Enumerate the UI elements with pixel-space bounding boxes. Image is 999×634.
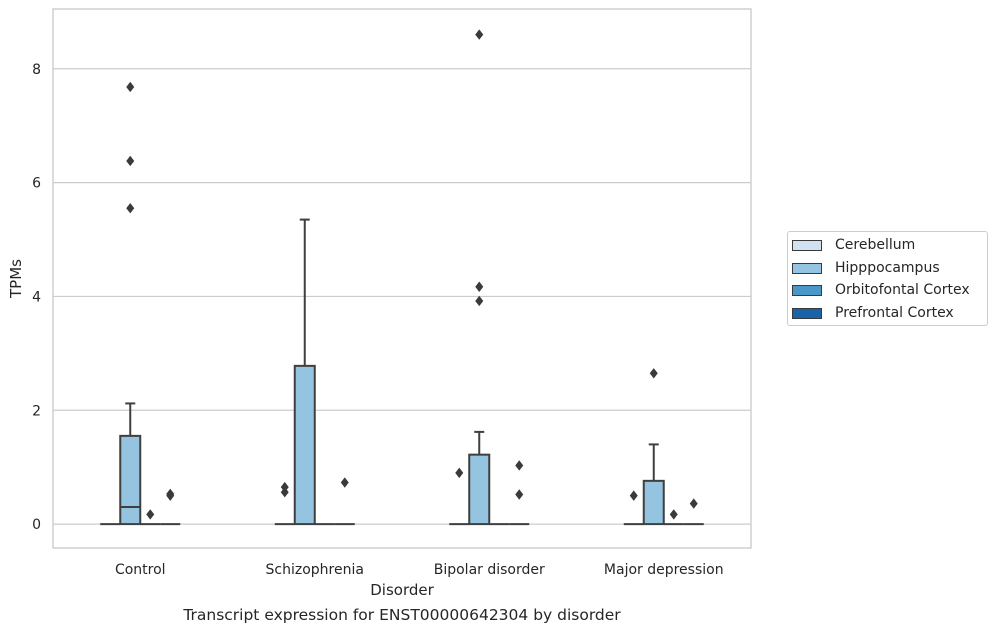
outlier-extra (280, 481, 289, 493)
outlier-prefrontal-cortex-0 (166, 488, 175, 500)
legend-label-prefrontal: Prefrontal Cortex (835, 305, 954, 321)
legend-label-cerebellum: Cerebellum (835, 237, 916, 253)
legend-label-hippocampus: Hipppocampus (835, 260, 940, 276)
outlier-prefrontal-cortex-3 (689, 498, 698, 509)
box-hipppocampus-3 (642, 479, 665, 526)
legend-swatch-cerebellum (792, 239, 822, 251)
outlier-hipppocampus-2 (475, 281, 484, 292)
box-hipppocampus-1 (293, 364, 316, 526)
legend-swatch-prefrontal (792, 307, 822, 319)
y-tick-label: 4 (32, 289, 41, 305)
x-axis-label: Disorder (370, 581, 434, 599)
outlier-hipppocampus-2 (475, 29, 484, 40)
outlier-extra (455, 467, 464, 479)
legend-label-orbitofrontal: Orbitofontal Cortex (835, 282, 970, 298)
y-axis-label: TPMs (7, 259, 25, 299)
outlier-orbitofontal-cortex-3 (669, 509, 678, 520)
x-tick-label: Bipolar disorder (434, 562, 545, 578)
x-tick-label: Schizophrenia (266, 562, 364, 578)
x-tick-label: Major depression (604, 562, 724, 578)
legend-swatch-orbitofrontal (792, 284, 822, 296)
legend-swatch-hippocampus (792, 262, 822, 274)
chart-title: Transcript expression for ENST0000064230… (183, 606, 621, 624)
y-tick-label: 6 (32, 176, 41, 192)
y-tick-label: 2 (32, 403, 41, 419)
outlier-prefrontal-cortex-2 (515, 489, 524, 500)
legend-item-prefrontal: Prefrontal Cortex (792, 304, 954, 322)
legend-item-hippocampus: Hipppocampus (792, 259, 940, 277)
outlier-hipppocampus-2 (475, 295, 484, 307)
y-tick-label: 0 (32, 517, 41, 533)
outlier-orbitofontal-cortex-0 (146, 509, 155, 520)
legend: Cerebellum Hipppocampus Orbitofontal Cor… (787, 231, 988, 326)
y-tick-label: 8 (32, 62, 41, 78)
outlier-prefrontal-cortex-1 (340, 477, 349, 488)
outlier-hipppocampus-0 (126, 203, 135, 214)
legend-item-orbitofrontal: Orbitofontal Cortex (792, 281, 970, 299)
box-hipppocampus-0 (119, 434, 142, 526)
legend-item-cerebellum: Cerebellum (792, 236, 915, 254)
outlier-prefrontal-cortex-2 (515, 460, 524, 471)
outlier-extra (629, 490, 638, 501)
outlier-hipppocampus-0 (126, 155, 135, 167)
outlier-hipppocampus-3 (649, 368, 658, 379)
outlier-hipppocampus-0 (126, 81, 135, 93)
box-hipppocampus-2 (468, 453, 491, 526)
x-tick-label: Control (115, 562, 166, 578)
plot-frame (52, 8, 752, 549)
